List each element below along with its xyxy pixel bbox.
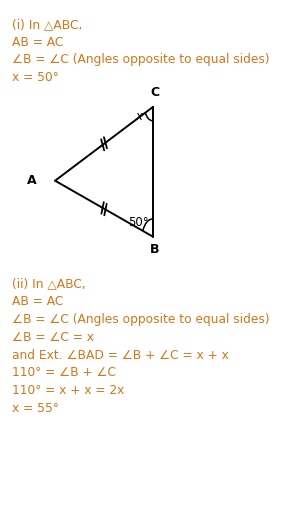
Text: x = 50°: x = 50° bbox=[12, 71, 59, 84]
Text: AB = AC: AB = AC bbox=[12, 295, 64, 308]
Text: A: A bbox=[27, 174, 37, 187]
Text: (i) In △ABC,: (i) In △ABC, bbox=[12, 18, 83, 31]
Text: x = 55°: x = 55° bbox=[12, 402, 59, 415]
Text: (ii) In △ABC,: (ii) In △ABC, bbox=[12, 277, 86, 291]
Text: ∠B = ∠C = x: ∠B = ∠C = x bbox=[12, 331, 94, 344]
Text: ∠B = ∠C (Angles opposite to equal sides): ∠B = ∠C (Angles opposite to equal sides) bbox=[12, 313, 270, 326]
Text: x: x bbox=[135, 109, 142, 123]
Text: B: B bbox=[150, 243, 159, 257]
Text: and Ext. ∠BAD = ∠B + ∠C = x + x: and Ext. ∠BAD = ∠B + ∠C = x + x bbox=[12, 349, 229, 362]
Text: 50°: 50° bbox=[129, 216, 149, 230]
Text: C: C bbox=[150, 86, 159, 99]
Text: AB = AC: AB = AC bbox=[12, 36, 64, 49]
Text: 110° = ∠B + ∠C: 110° = ∠B + ∠C bbox=[12, 366, 116, 380]
Text: ∠B = ∠C (Angles opposite to equal sides): ∠B = ∠C (Angles opposite to equal sides) bbox=[12, 53, 270, 67]
Text: 110° = x + x = 2x: 110° = x + x = 2x bbox=[12, 384, 125, 398]
